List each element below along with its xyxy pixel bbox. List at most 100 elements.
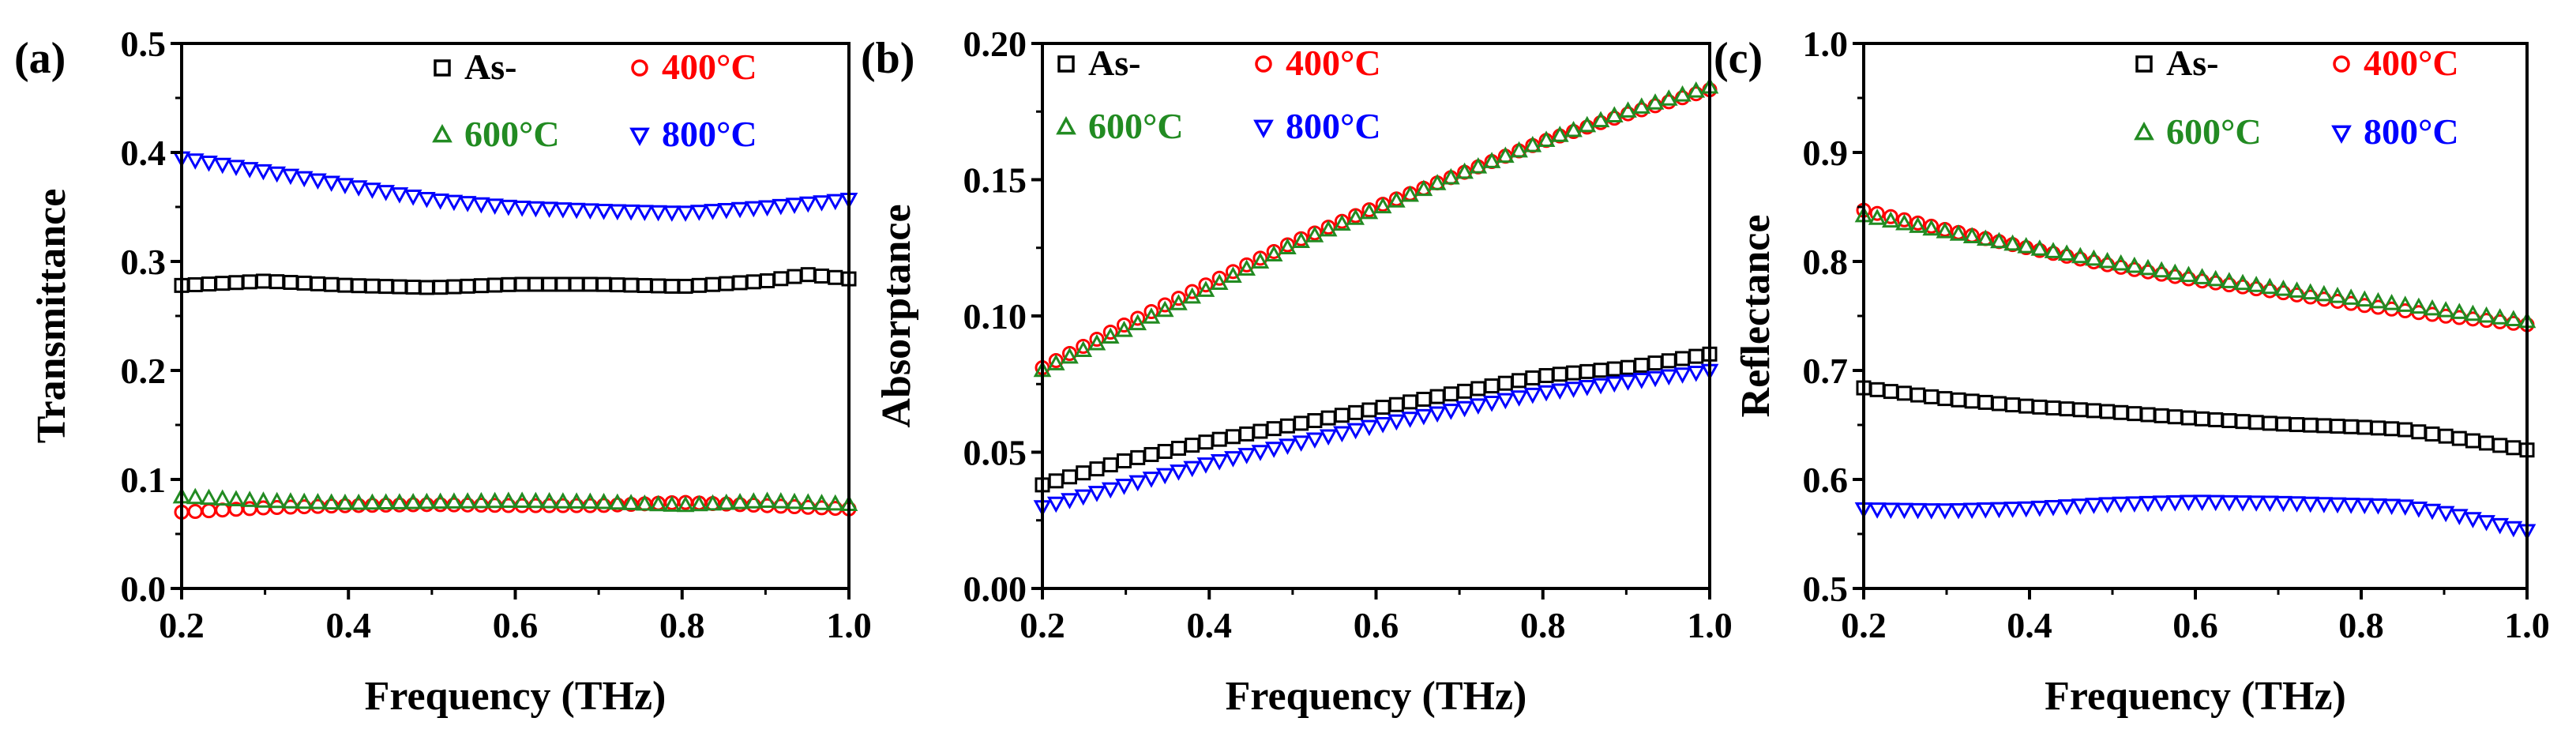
data-point bbox=[322, 493, 341, 510]
data-point bbox=[1142, 472, 1161, 488]
legend-item-800c: 800°C bbox=[2331, 111, 2459, 152]
data-point bbox=[772, 198, 790, 216]
data-point bbox=[2112, 254, 2131, 271]
x-tick-label: 0.4 bbox=[2007, 605, 2052, 645]
data-point bbox=[2112, 496, 2131, 513]
y-tick-label: 0.8 bbox=[1803, 242, 1849, 282]
data-point bbox=[2274, 495, 2292, 513]
legend-label: 800°C bbox=[2364, 111, 2459, 152]
data-point bbox=[1673, 367, 1692, 384]
data-point bbox=[798, 196, 817, 213]
data-point bbox=[554, 492, 573, 509]
data-point bbox=[1401, 412, 1419, 428]
data-point bbox=[717, 493, 736, 510]
data-point bbox=[1210, 454, 1229, 471]
data-point bbox=[349, 493, 368, 510]
data-point bbox=[322, 175, 341, 193]
data-point bbox=[1333, 426, 1351, 443]
legend-marker bbox=[1057, 55, 1075, 73]
data-point bbox=[2369, 498, 2387, 515]
data-point bbox=[826, 194, 845, 211]
data-point bbox=[1619, 374, 1637, 391]
data-point bbox=[1922, 219, 1941, 236]
data-point bbox=[1373, 197, 1392, 214]
series-800c bbox=[172, 151, 858, 222]
data-point bbox=[689, 494, 708, 512]
data-point bbox=[2288, 496, 2306, 513]
data-point bbox=[676, 205, 695, 222]
data-point bbox=[404, 190, 422, 206]
data-point bbox=[1292, 231, 1310, 249]
data-point bbox=[2383, 498, 2401, 516]
chart-panel-a: (a) 0.2 0.4 0.6 0.8 1.0 0.0 0.1 0.2 0.3 0.4 0.5 Freq… bbox=[14, 24, 872, 719]
data-point bbox=[744, 201, 763, 218]
data-point bbox=[1196, 280, 1215, 297]
data-point bbox=[567, 202, 586, 220]
data-point bbox=[1196, 457, 1215, 474]
data-point bbox=[1909, 502, 1927, 520]
data-point bbox=[2193, 268, 2211, 284]
data-point bbox=[1115, 479, 1133, 495]
data-point bbox=[2044, 242, 2063, 258]
series-group bbox=[1033, 77, 1719, 517]
data-point bbox=[621, 494, 640, 510]
data-point bbox=[1087, 333, 1106, 351]
data-point bbox=[1101, 482, 1120, 499]
data-point bbox=[1074, 340, 1093, 357]
data-point bbox=[486, 491, 504, 509]
data-point bbox=[186, 153, 205, 170]
data-point bbox=[2152, 261, 2171, 278]
data-point bbox=[1251, 252, 1270, 269]
chart-panel-c: (c) 0.2 0.4 0.6 0.8 1.0 0.5 0.6 0.7 0.8 0.9 1.0 Freq… bbox=[1714, 24, 2550, 719]
data-point bbox=[813, 494, 831, 510]
data-point bbox=[295, 171, 314, 188]
x-tick-label: 0.8 bbox=[2338, 605, 2384, 645]
data-point bbox=[2396, 499, 2415, 516]
data-point bbox=[717, 202, 736, 220]
data-point bbox=[567, 492, 586, 509]
legend-marker bbox=[631, 59, 648, 77]
legend-label: As- bbox=[464, 47, 516, 87]
data-point bbox=[1115, 320, 1133, 337]
data-point bbox=[472, 197, 490, 214]
data-point bbox=[608, 204, 627, 221]
data-point bbox=[1619, 101, 1637, 118]
data-point bbox=[431, 492, 449, 509]
data-point bbox=[635, 494, 654, 511]
data-point bbox=[418, 191, 436, 209]
data-point bbox=[2504, 310, 2523, 326]
data-point bbox=[2125, 256, 2144, 273]
data-point bbox=[390, 187, 409, 204]
data-point bbox=[1469, 398, 1488, 415]
data-point bbox=[2274, 280, 2292, 296]
data-point bbox=[1510, 390, 1528, 407]
data-point bbox=[1962, 502, 1981, 520]
data-point bbox=[2180, 265, 2198, 283]
legend-item-as: As- bbox=[434, 47, 516, 87]
legend-label: 600°C bbox=[464, 114, 560, 154]
panel-label: (a) bbox=[14, 34, 66, 83]
data-point bbox=[1428, 174, 1447, 190]
data-point bbox=[2165, 494, 2184, 512]
legend-item-600c: 600°C bbox=[432, 114, 560, 154]
data-point bbox=[2125, 496, 2144, 513]
data-point bbox=[1605, 376, 1624, 393]
data-point bbox=[1061, 493, 1079, 509]
data-point bbox=[1076, 339, 1091, 355]
x-tick-label: 0.8 bbox=[659, 605, 705, 645]
data-point bbox=[1401, 185, 1419, 202]
data-point bbox=[730, 201, 749, 219]
x-axis-title: Frequency (THz) bbox=[365, 674, 667, 719]
data-point bbox=[2396, 295, 2415, 312]
series-600c bbox=[1854, 205, 2537, 329]
data-point bbox=[772, 492, 790, 509]
data-point bbox=[2085, 498, 2103, 514]
data-point bbox=[1046, 354, 1065, 370]
data-point bbox=[1578, 115, 1597, 133]
data-point bbox=[1239, 257, 1255, 273]
x-tick-label: 0.6 bbox=[1354, 605, 1399, 645]
data-point bbox=[1881, 211, 1900, 228]
data-point bbox=[1237, 259, 1256, 276]
data-point bbox=[1868, 209, 1887, 225]
data-point bbox=[1673, 85, 1692, 102]
